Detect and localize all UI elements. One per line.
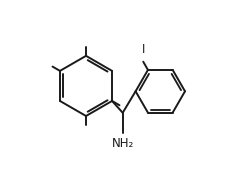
Text: NH₂: NH₂ [112, 137, 134, 150]
Text: I: I [141, 43, 145, 56]
